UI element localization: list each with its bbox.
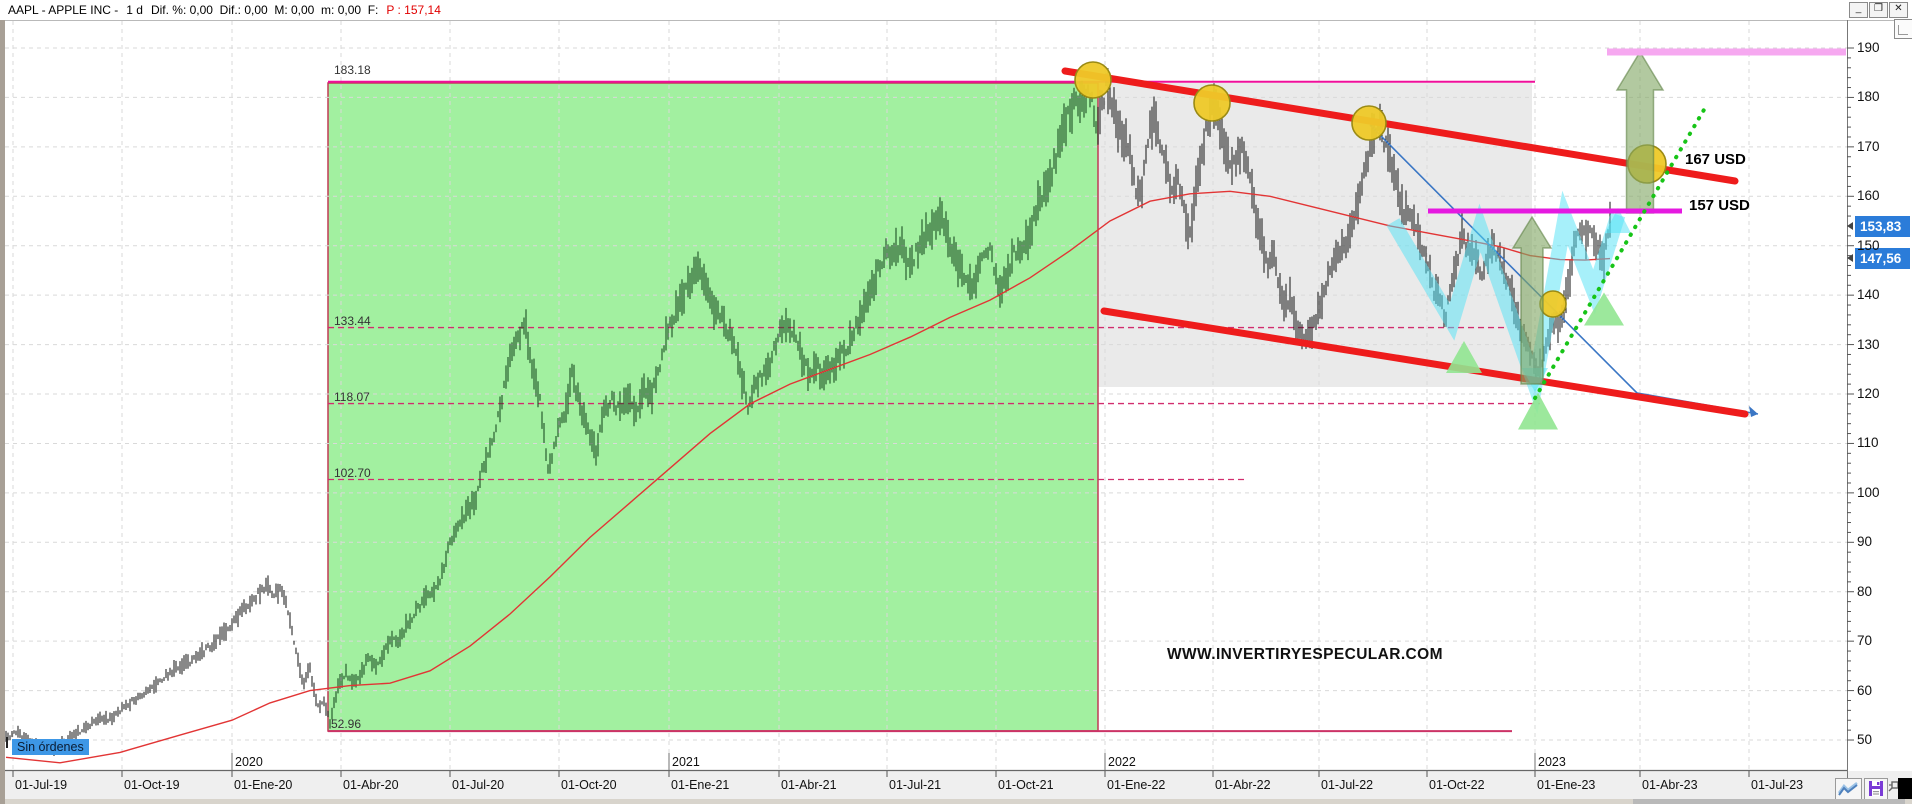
- last-price-marker-icon: [1847, 222, 1853, 230]
- date-axis-label: 01-Jul-20: [452, 778, 505, 792]
- ma-marker-icon: [1847, 254, 1853, 262]
- date-axis-label: 01-Abr-21: [781, 778, 837, 792]
- yellow-circle-marker-0[interactable]: [1074, 61, 1112, 99]
- level-label-118: 118.07: [334, 390, 370, 404]
- level-label-52: 52.96: [331, 717, 362, 731]
- blue-trendline-arrowhead: [1749, 406, 1758, 417]
- green-range-box[interactable]: [327, 82, 1099, 732]
- horizontal-scrollbar[interactable]: [1633, 799, 1905, 804]
- window-bottom-border: [0, 799, 1912, 804]
- date-axis-label: 01-Ene-21: [671, 778, 730, 792]
- upper-channel-line[interactable]: [1061, 67, 1739, 185]
- price-bars-green-zone: [329, 80, 1097, 729]
- close-button[interactable]: ✕: [1889, 2, 1908, 18]
- price-axis-label: 120: [1857, 386, 1880, 401]
- price-axis-label: 180: [1857, 89, 1880, 105]
- target-157-label: 157 USD: [1689, 197, 1750, 214]
- window-titlebar: AAPL - APPLE INC - 1 d Dif. %: 0,00 Dif.: …: [0, 0, 1912, 21]
- date-axis-label: 01-Jul-23: [1751, 778, 1804, 792]
- green-triangle-marker-2[interactable]: [1518, 392, 1558, 430]
- timeframe-label: 1 d: [126, 3, 143, 17]
- year-axis-label: 2020: [235, 755, 263, 769]
- date-axis-label: 01-Jul-19: [15, 778, 68, 792]
- price-axis-label: 80: [1857, 583, 1873, 599]
- year-axis-label: 2023: [1538, 755, 1566, 769]
- minimize-button[interactable]: _: [1849, 2, 1868, 18]
- yellow-circle-marker-3[interactable]: [1539, 290, 1567, 318]
- price-axis-label: 160: [1857, 188, 1880, 204]
- date-axis-label: 01-Abr-20: [343, 778, 399, 792]
- line-chart-icon[interactable]: [1835, 778, 1862, 800]
- date-axis-label: 01-Ene-22: [1107, 778, 1166, 792]
- corner-black-box: [1898, 778, 1912, 800]
- maximize-button[interactable]: ❐: [1869, 2, 1888, 18]
- date-axis-label: 01-Oct-22: [1429, 778, 1485, 792]
- date-axis-label: 01-Ene-23: [1537, 778, 1596, 792]
- price-axis-label: 50: [1857, 732, 1873, 748]
- last-price-badge: 153,83: [1855, 216, 1910, 237]
- price-axis-label: 190: [1857, 40, 1880, 55]
- price-axis-label: 140: [1857, 287, 1880, 303]
- price-axis-label: 170: [1857, 138, 1880, 154]
- target-167-label: 167 USD: [1685, 151, 1746, 168]
- window-left-border: [0, 20, 5, 804]
- year-axis-label: 2022: [1108, 755, 1136, 769]
- green-up-arrow-0[interactable]: [1615, 50, 1665, 214]
- yellow-circle-marker-2[interactable]: [1351, 105, 1387, 141]
- header-stats: Dif. %: 0,00 Dif.: 0,00 M: 0,00 m: 0,00 …: [150, 3, 379, 17]
- ma-value-badge: 147,56: [1855, 248, 1910, 269]
- green-up-arrow-1[interactable]: [1511, 215, 1553, 385]
- date-axis-label: 01-Ene-20: [234, 778, 293, 792]
- level-label-133: 133.44: [334, 314, 371, 328]
- level-label-183: 183.18: [334, 63, 371, 77]
- price-axis-label: 130: [1857, 336, 1880, 352]
- symbol-title: AAPL - APPLE INC -: [8, 3, 119, 17]
- date-axis-label: 01-Oct-20: [561, 778, 617, 792]
- save-icon[interactable]: [1864, 778, 1888, 800]
- date-axis-label: 01-Abr-23: [1642, 778, 1698, 792]
- price-axis-label: 60: [1857, 682, 1873, 698]
- lower-channel-line[interactable]: [1100, 307, 1749, 418]
- date-axis-label: 01-Oct-19: [124, 778, 180, 792]
- price-axis-label: 150: [1857, 237, 1880, 253]
- price-axis-label: 90: [1857, 534, 1873, 550]
- axis-scale-icon[interactable]: [1894, 19, 1912, 39]
- orders-badge[interactable]: Sin órdenes: [12, 739, 89, 755]
- green-triangle-marker-0[interactable]: [1446, 341, 1482, 373]
- date-axis-label: 01-Oct-21: [998, 778, 1054, 792]
- price-axis-label: 70: [1857, 633, 1873, 649]
- yellow-circle-marker-1[interactable]: [1193, 84, 1231, 122]
- date-axis-label: 01-Jul-21: [889, 778, 942, 792]
- last-price-label: P : 157,14: [386, 3, 441, 17]
- green-dotted-trendline[interactable]: [1533, 106, 1707, 400]
- price-cursor-mark: [6, 737, 8, 748]
- year-axis-label: 2021: [672, 755, 700, 769]
- green-triangle-marker-1[interactable]: [1584, 292, 1624, 326]
- date-axis-label: 01-Abr-22: [1215, 778, 1271, 792]
- date-axis-label: 01-Jul-22: [1321, 778, 1374, 792]
- watermark: WWW.INVERTIRYESPECULAR.COM: [1167, 646, 1443, 663]
- time-axis-strip[interactable]: [0, 771, 1912, 799]
- price-axis-label: 100: [1857, 484, 1880, 500]
- level-label-102: 102.70: [334, 466, 371, 480]
- cyan-up-arrowhead: [1605, 208, 1631, 233]
- price-axis-label: 110: [1857, 435, 1879, 451]
